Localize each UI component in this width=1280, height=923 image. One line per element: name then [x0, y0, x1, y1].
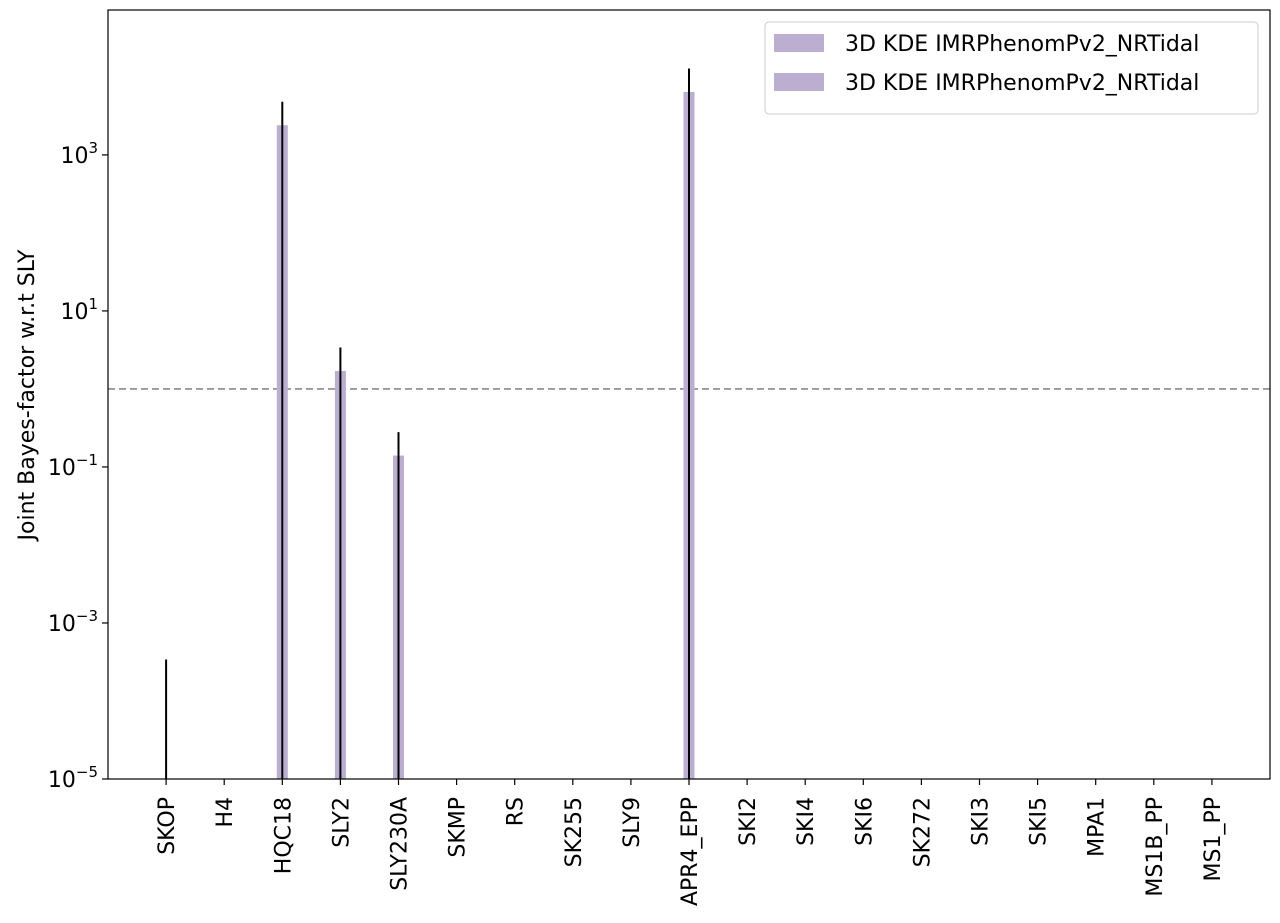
- y-tick-exponent: 3: [88, 139, 98, 157]
- y-axis-label: Joint Bayes-factor w.r.t SLY: [15, 249, 40, 543]
- y-tick-exponent: −3: [76, 607, 98, 625]
- x-tick-label: MPA1: [1085, 797, 1110, 857]
- x-tick-label: SKI6: [852, 797, 877, 846]
- y-tick-label: 10−3: [48, 607, 98, 637]
- legend-box: [764, 21, 1259, 115]
- legend-label: 3D KDE IMRPhenomPv2_NRTidal: [845, 71, 1199, 96]
- x-tick-label: SK255: [562, 797, 587, 867]
- x-tick-label: SKI5: [1027, 797, 1052, 846]
- y-tick-base: 10: [48, 612, 76, 637]
- x-tick-label: SKMP: [446, 797, 471, 858]
- plot-frame: [107, 9, 1271, 780]
- x-tick-label: SKOP: [155, 797, 180, 855]
- y-tick-base: 10: [48, 456, 76, 481]
- y-tick-label: 10−5: [48, 763, 98, 793]
- y-tick-label: 10−1: [48, 451, 98, 481]
- y-tick-exponent: 1: [88, 295, 98, 313]
- y-tick-base: 10: [60, 300, 88, 325]
- x-tick-label: SKI4: [794, 797, 819, 846]
- y-tick-label: 101: [60, 295, 98, 325]
- x-tick-label: MS1_PP: [1201, 797, 1226, 881]
- y-tick-base: 10: [48, 768, 76, 793]
- x-tick-label: MS1B_PP: [1143, 797, 1168, 897]
- legend-label: 3D KDE IMRPhenomPv2_NRTidal: [845, 32, 1199, 57]
- x-tick-label: SLY230A: [388, 797, 413, 891]
- legend-swatch: [774, 73, 824, 91]
- x-tick-label: SLY2: [329, 797, 354, 848]
- y-tick-label: 103: [60, 139, 98, 169]
- x-tick-label: H4: [213, 797, 238, 828]
- x-tick-label: SKI2: [736, 797, 761, 846]
- y-tick-exponent: −1: [76, 451, 98, 469]
- x-tick-label: APR4_EPP: [678, 797, 703, 906]
- x-tick-label: SLY9: [620, 797, 645, 848]
- y-tick-base: 10: [60, 144, 88, 169]
- x-tick-label: HQC18: [271, 797, 296, 874]
- x-tick-label: SK272: [910, 797, 935, 867]
- legend-swatch: [774, 34, 824, 52]
- x-tick-label: RS: [504, 797, 529, 826]
- x-tick-label: SKI3: [969, 797, 994, 846]
- y-tick-exponent: −5: [76, 763, 98, 781]
